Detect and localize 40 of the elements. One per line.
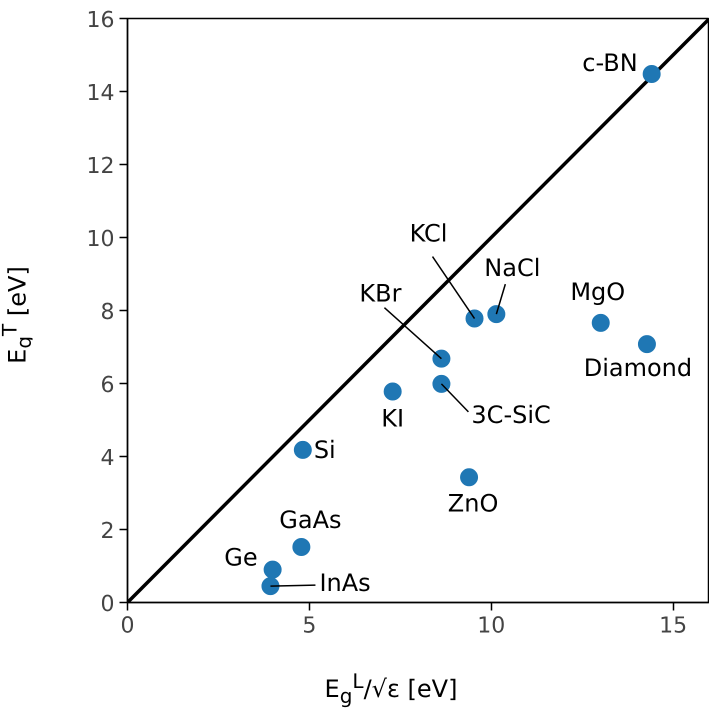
point: [384, 382, 402, 401]
point: [487, 305, 506, 324]
annotation: ZnO: [448, 489, 498, 518]
x-tick-label: 15: [659, 614, 688, 638]
point: [261, 577, 280, 596]
annotation: MgO: [570, 278, 626, 306]
annotation: InAs: [319, 569, 371, 598]
y-tick-label: 8: [100, 300, 115, 325]
annotation: Ge: [224, 544, 258, 572]
point: [292, 538, 310, 556]
annotation: Diamond: [584, 354, 692, 382]
y-tick-label: 4: [100, 446, 115, 471]
annotation: 3C-SiC: [471, 400, 551, 429]
annotation: KBr: [359, 280, 402, 308]
y-tick-label: 16: [86, 8, 115, 33]
y-tick-label: 2: [100, 519, 115, 544]
x-tick-label: 0: [120, 614, 134, 638]
annotation: KI: [381, 404, 404, 433]
annotation: NaCl: [484, 254, 540, 282]
x-tick-label: 5: [302, 614, 316, 638]
point: [264, 560, 282, 579]
point: [642, 64, 661, 83]
annotation: Si: [314, 436, 336, 464]
point: [294, 440, 312, 459]
point: [460, 468, 478, 486]
y-tick-label: 10: [86, 227, 115, 252]
y-tick-label: 14: [86, 81, 115, 106]
x-tick-label: 10: [477, 614, 506, 638]
y-tick-label: 6: [100, 373, 115, 398]
annotation: c-BN: [582, 48, 638, 77]
point: [432, 374, 450, 393]
point: [592, 314, 610, 332]
y-tick-label: 12: [86, 154, 115, 179]
point: [638, 335, 656, 354]
x-axis-title: E$_{g}$$^{L}$/√ε [eV]: [324, 668, 458, 710]
annotation: KCl: [410, 220, 448, 248]
point: [466, 310, 484, 328]
annotation: GaAs: [279, 506, 342, 534]
y-tick-label: 0: [100, 592, 115, 617]
point: [432, 350, 450, 368]
